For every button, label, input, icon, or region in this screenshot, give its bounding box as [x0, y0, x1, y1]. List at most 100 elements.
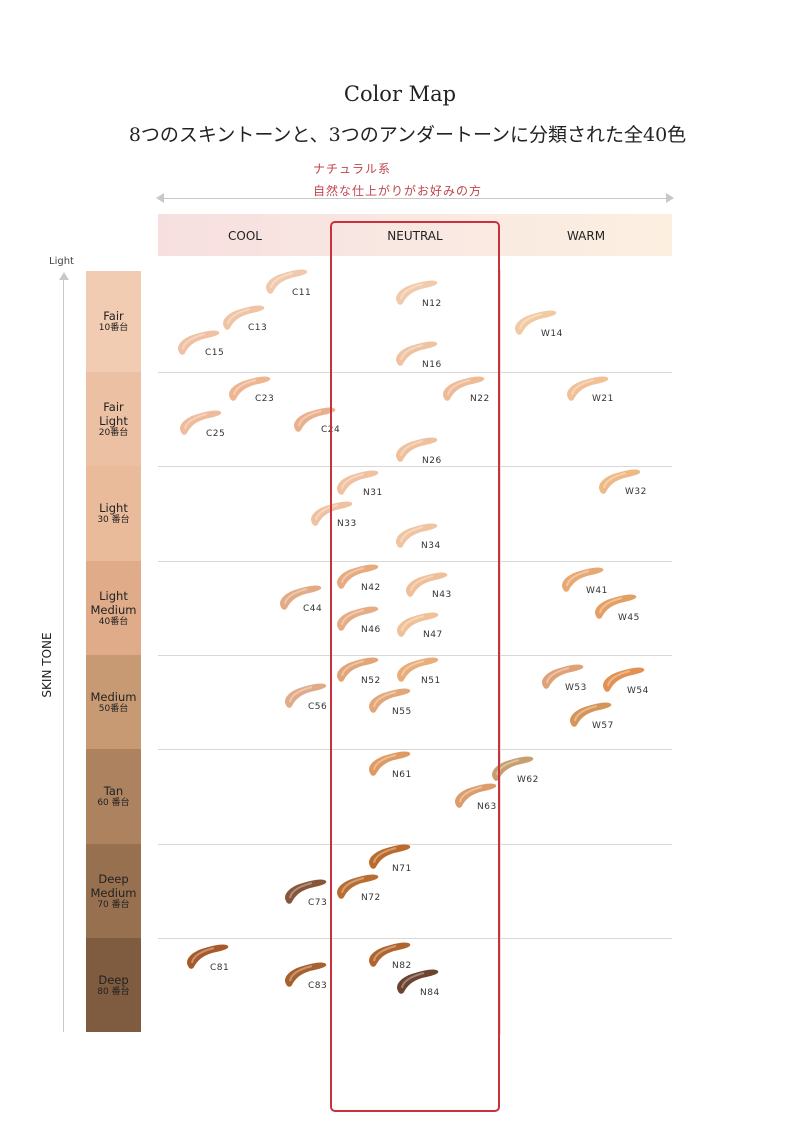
shade-code-label: C73: [308, 898, 328, 908]
header-neutral: NEUTRAL: [387, 229, 443, 243]
skin-tone-name: Light: [99, 501, 128, 515]
shade-swatch-n26: [396, 437, 438, 462]
skin-tone-range: 70 番台: [97, 899, 130, 910]
shade-code-label: N26: [422, 456, 442, 466]
shade-code-label: N55: [392, 707, 412, 717]
shade-code-label: W45: [618, 613, 640, 623]
shade-swatch-n42: [337, 564, 379, 589]
skin-tone-block: Fair 10番台: [86, 271, 141, 372]
shade-code-label: N72: [361, 893, 381, 903]
undertone-axis-line: [160, 198, 670, 199]
shade-code-label: C15: [205, 348, 225, 358]
page-subtitle: 8つのスキントーンと、3つのアンダートーンに分類された全40色: [128, 124, 687, 146]
page-title: Color Map: [343, 82, 457, 106]
shade-code-label: C25: [206, 429, 226, 439]
shade-swatch-c15: [178, 330, 220, 355]
shade-code-label: W14: [541, 329, 563, 339]
shade-swatch-w21: [567, 376, 609, 401]
skin-tone-range: 60 番台: [97, 798, 130, 808]
shade-swatch-c83: [285, 962, 327, 987]
shade-swatch-n31: [337, 470, 379, 495]
shade-code-label: N22: [470, 394, 490, 404]
skin-tone-range: 10番台: [98, 323, 129, 333]
row-divider: [158, 938, 672, 939]
shade-swatch-n82: [369, 942, 411, 967]
shade-code-label: N12: [422, 299, 442, 309]
shade-code-label: C13: [248, 323, 268, 333]
shade-swatch-n52: [337, 657, 379, 682]
shade-swatch-n12: [396, 280, 438, 305]
header-warm: WARM: [566, 229, 606, 243]
skin-tone-name: Deep: [98, 972, 129, 987]
skin-tone-block: Deep Medium 70 番台: [86, 844, 141, 938]
shade-code-label: N82: [392, 961, 412, 971]
shade-code-label: W32: [625, 487, 647, 497]
skin-tone-block: Fair Light 20番台: [86, 372, 141, 466]
shade-swatch-n43: [406, 572, 448, 597]
skin-tone-axis-line: [63, 278, 64, 1032]
shade-code-label: C44: [303, 604, 323, 614]
row-divider: [158, 466, 672, 467]
shade-code-label: N31: [363, 488, 383, 498]
shade-swatch-w53: [542, 664, 584, 689]
shade-swatch-w41: [562, 567, 604, 592]
skin-tone-name: Fair: [103, 309, 124, 323]
shade-code-label: N46: [361, 625, 381, 635]
shade-code-label: C81: [210, 963, 230, 973]
natural-label: ナチュラル系: [313, 162, 392, 176]
neutral-highlight-box: [330, 221, 500, 1112]
shade-code-label: N63: [477, 802, 497, 812]
column-divider: [500, 270, 501, 1035]
shade-code-label: W21: [592, 394, 614, 404]
shade-swatch-n61: [369, 751, 411, 776]
skin-tone-name: Medium: [90, 602, 137, 617]
shade-swatch-n71: [369, 844, 411, 869]
shade-code-label: N61: [392, 770, 412, 780]
skin-tone-name: Medium: [90, 689, 137, 704]
arrow-right-icon: [666, 193, 674, 203]
shade-code-label: N52: [361, 676, 381, 686]
shade-code-label: N51: [421, 676, 441, 686]
shade-swatch-w32: [599, 469, 641, 494]
shade-code-label: N42: [361, 583, 381, 593]
shade-code-label: W41: [586, 586, 608, 596]
row-divider: [158, 372, 672, 373]
row-divider: [158, 561, 672, 562]
shade-swatch-w45: [595, 594, 637, 619]
shade-code-label: W53: [565, 683, 587, 693]
shade-code-label: N84: [420, 988, 440, 998]
axis-top-label: Light: [49, 256, 74, 267]
shade-code-label: C83: [308, 981, 328, 991]
skin-tone-range: 30 番台: [97, 515, 130, 525]
shade-swatch-w57: [570, 702, 612, 727]
shade-swatch-c11: [266, 269, 308, 294]
row-divider: [158, 749, 672, 750]
shade-swatch-n51: [397, 657, 439, 682]
shade-code-label: C11: [292, 288, 312, 298]
skin-tone-name: Light: [99, 588, 128, 603]
shade-swatch-n47: [397, 612, 439, 637]
shade-code-label: N16: [422, 360, 442, 370]
shade-swatch-c24: [294, 407, 336, 432]
shade-swatch-n22: [443, 376, 485, 401]
skin-tone-name: Tan: [103, 784, 124, 798]
shade-code-label: W54: [627, 686, 649, 696]
skin-tone-block: Light 30 番台: [86, 466, 141, 561]
shade-code-label: W62: [517, 775, 539, 785]
shade-swatch-c13: [223, 305, 265, 330]
shade-code-label: W57: [592, 721, 614, 731]
shade-swatch-c81: [187, 944, 229, 969]
skin-tone-block: Light Medium 40番台: [86, 561, 141, 655]
skin-tone-block: Medium 50番台: [86, 655, 141, 749]
shade-swatch-w54: [603, 667, 645, 692]
shade-code-label: N34: [421, 541, 441, 551]
shade-swatch-n63: [455, 783, 497, 808]
shade-swatch-n33: [311, 501, 353, 526]
shade-swatch-n34: [396, 523, 438, 548]
shade-code-label: N47: [423, 630, 443, 640]
shade-swatch-c73: [285, 879, 327, 904]
skin-tone-name: Light: [99, 413, 128, 428]
skin-tone-block: Tan 60 番台: [86, 749, 141, 844]
shade-code-label: N43: [432, 590, 452, 600]
row-divider: [158, 655, 672, 656]
